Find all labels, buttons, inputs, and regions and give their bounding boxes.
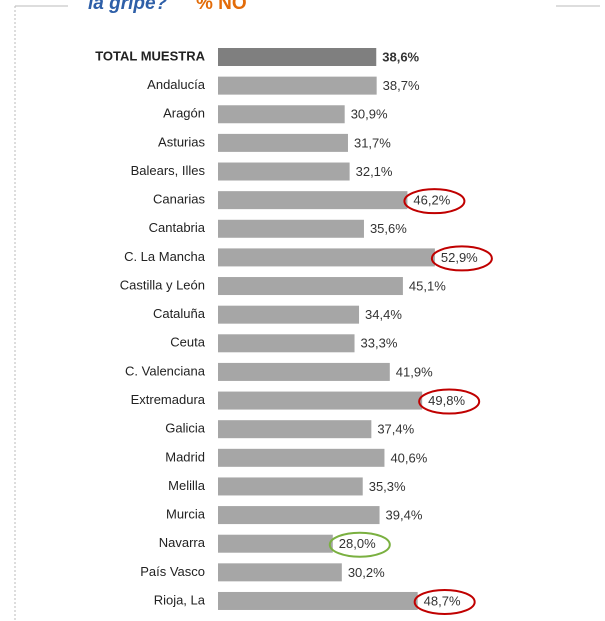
- value-label: 45,1%: [409, 278, 446, 293]
- bar: [218, 48, 377, 66]
- category-label: Asturias: [158, 134, 205, 149]
- bar: [218, 305, 360, 324]
- chart-title: la gripe?: [88, 0, 168, 14]
- category-label: Cantabria: [149, 220, 206, 235]
- category-label: País Vasco: [140, 564, 205, 579]
- value-label: 35,6%: [370, 221, 407, 236]
- bar: [218, 534, 333, 553]
- chart-subtitle: % NO: [196, 0, 247, 14]
- value-label: 37,4%: [377, 422, 414, 437]
- bar: [218, 391, 423, 410]
- bar: [218, 76, 377, 95]
- bar: [218, 477, 363, 496]
- highlight-circle: [430, 245, 493, 272]
- category-label: C. Valenciana: [125, 363, 206, 378]
- category-label: C. La Mancha: [124, 249, 206, 264]
- category-label: Ceuta: [170, 335, 205, 350]
- value-label: 33,3%: [361, 336, 398, 351]
- value-label: 32,1%: [356, 164, 393, 179]
- value-label: 31,7%: [354, 135, 391, 150]
- category-label: Canarias: [153, 192, 206, 207]
- category-label: Balears, Illes: [131, 163, 206, 178]
- value-label: 39,4%: [386, 508, 423, 523]
- highlight-circle: [418, 388, 481, 415]
- category-label: TOTAL MUESTRA: [95, 48, 205, 63]
- bar: [218, 334, 355, 353]
- bar: [218, 448, 385, 467]
- category-label: Aragón: [163, 106, 205, 121]
- category-label: Castilla y León: [120, 277, 205, 292]
- value-label: 28,0%: [339, 536, 376, 551]
- bar: [218, 219, 364, 238]
- value-label: 34,4%: [365, 307, 402, 322]
- highlight-circle: [403, 188, 466, 215]
- value-label: 35,3%: [369, 479, 406, 494]
- category-label: Cataluña: [153, 306, 206, 321]
- bar: [218, 420, 372, 439]
- category-label: Galicia: [165, 421, 206, 436]
- category-label: Melilla: [168, 478, 206, 493]
- value-label: 40,6%: [390, 450, 427, 465]
- highlight-circle: [413, 588, 476, 615]
- bar: [218, 362, 390, 381]
- bar: [218, 248, 435, 267]
- category-label: Rioja, La: [154, 592, 206, 607]
- bar: [218, 162, 350, 181]
- highlight-circle: [328, 531, 391, 558]
- value-label: 30,9%: [351, 107, 388, 122]
- bar: [218, 277, 403, 296]
- value-label: 41,9%: [396, 364, 433, 379]
- value-label: 46,2%: [413, 193, 450, 208]
- category-label: Andalucía: [147, 77, 206, 92]
- bar: [218, 506, 380, 525]
- value-label: 38,7%: [383, 78, 420, 93]
- value-label: 48,7%: [424, 593, 461, 608]
- category-label: Murcia: [166, 507, 206, 522]
- value-label: 52,9%: [441, 250, 478, 265]
- bar: [218, 105, 345, 124]
- value-label: 30,2%: [348, 565, 385, 580]
- category-label: Madrid: [165, 449, 205, 464]
- value-label: 38,6%: [382, 49, 419, 64]
- value-label: 49,8%: [428, 393, 465, 408]
- category-label: Extremadura: [131, 392, 206, 407]
- bar: [218, 591, 418, 610]
- bar: [218, 133, 348, 152]
- category-label: Navarra: [159, 535, 206, 550]
- bar: [218, 563, 342, 582]
- bar: [218, 191, 408, 210]
